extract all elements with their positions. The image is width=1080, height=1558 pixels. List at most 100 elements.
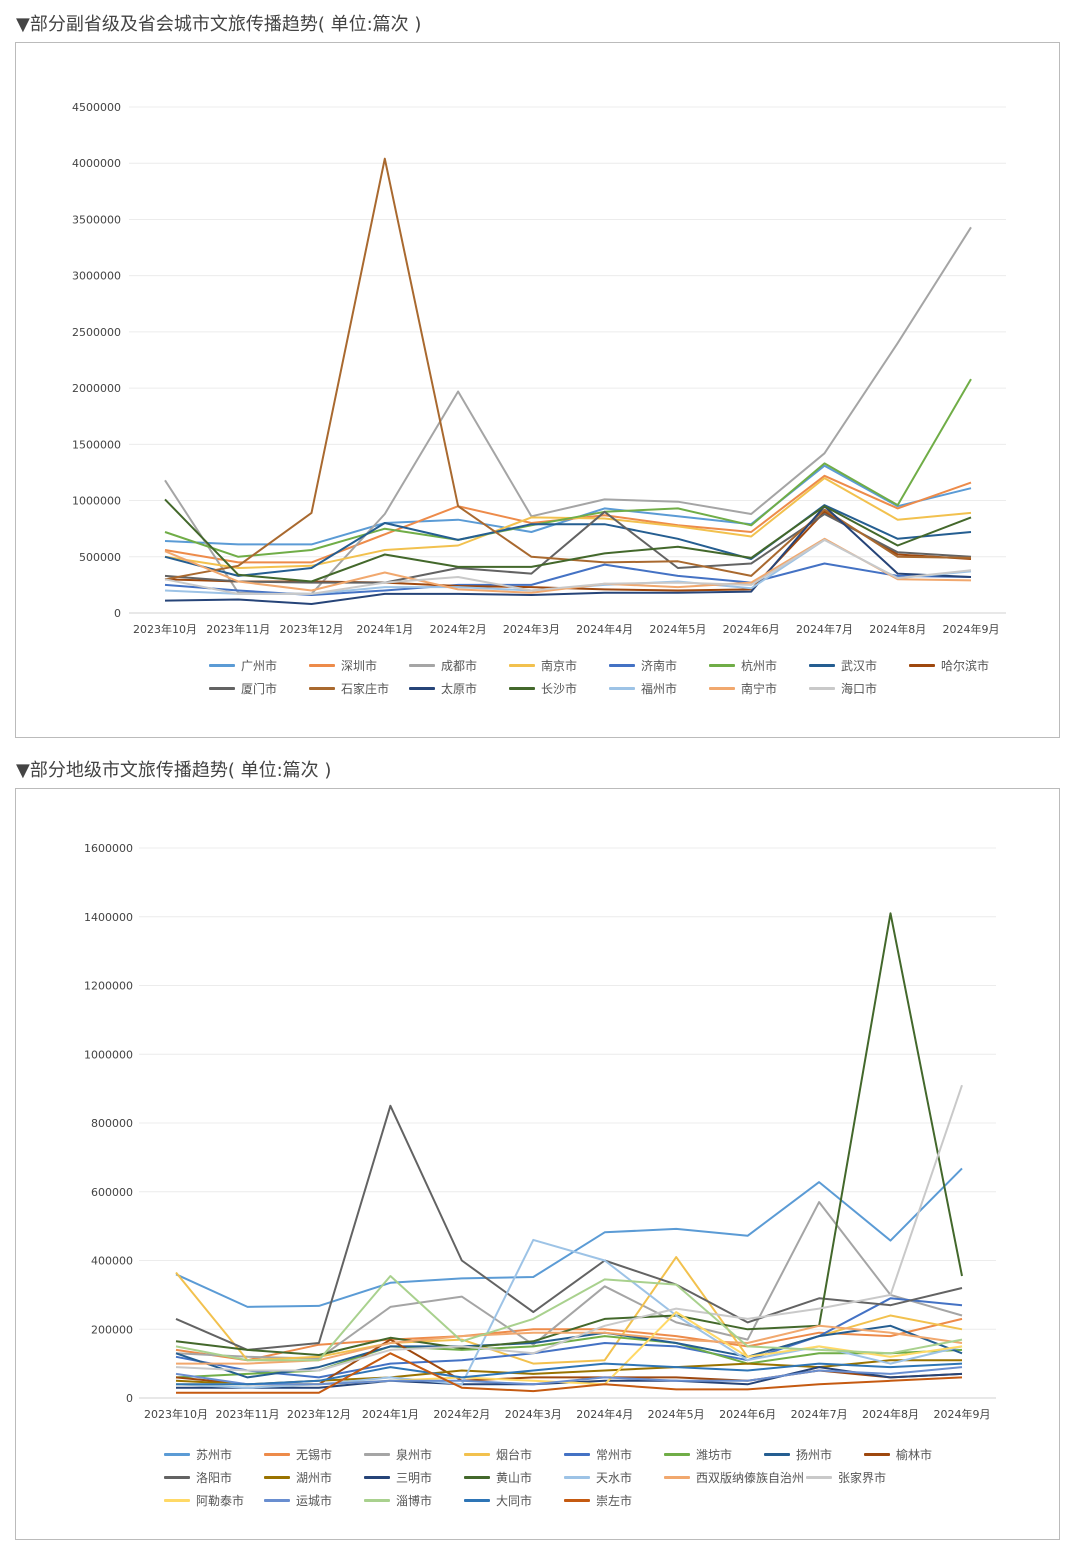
legend-swatch <box>164 1453 190 1456</box>
x-tick-label: 2024年3月 <box>503 622 560 636</box>
legend-label: 淄博市 <box>396 1494 433 1508</box>
legend-swatch <box>264 1499 290 1502</box>
legend-label: 洛阳市 <box>196 1471 233 1485</box>
legend-item: 湖州市 <box>264 1466 362 1489</box>
x-tick-label: 2024年9月 <box>943 622 1000 636</box>
chart-1-legend: 广州市 深圳市 成都市 南京市 济南市 杭州市 武汉市 哈尔滨市 厦门市 石家庄市 太原市 长沙市 福州… <box>209 654 1009 700</box>
x-tick-label: 2024年7月 <box>796 622 853 636</box>
y-tick-label: 4500000 <box>72 101 121 114</box>
legend-label: 成都市 <box>441 659 478 673</box>
y-tick-label: 1200000 <box>84 980 133 993</box>
y-tick-label: 3000000 <box>72 270 121 283</box>
chart-2-plot: 0 200000 400000 600000 800000 1000000 1200000 1… <box>84 842 996 1421</box>
legend-item: 潍坊市 <box>664 1443 762 1466</box>
legend-item: 洛阳市 <box>164 1466 262 1489</box>
legend-item: 济南市 <box>609 654 707 677</box>
legend-item: 张家界市 <box>806 1466 904 1489</box>
legend-swatch <box>309 687 335 690</box>
series-line-3 <box>164 477 972 569</box>
x-tick-label: 2024年4月 <box>576 1407 633 1421</box>
legend-item: 常州市 <box>564 1443 662 1466</box>
y-tick-label: 2000000 <box>72 382 121 395</box>
y-tick-label: 2500000 <box>72 326 121 339</box>
legend-item: 泉州市 <box>364 1443 462 1466</box>
series-line-2 <box>175 1201 963 1360</box>
x-tick-label: 2024年1月 <box>356 622 413 636</box>
x-tick-label: 2023年12月 <box>280 622 344 636</box>
x-tick-label: 2024年1月 <box>362 1407 419 1421</box>
legend-swatch <box>309 664 335 667</box>
legend-swatch <box>409 664 435 667</box>
legend-swatch <box>564 1476 590 1479</box>
series-line-14 <box>164 538 972 595</box>
series-line-11 <box>175 912 963 1356</box>
legend-item: 成都市 <box>409 654 507 677</box>
series-line-18 <box>176 1362 963 1386</box>
legend-swatch <box>806 1476 833 1479</box>
legend-swatch <box>764 1453 790 1456</box>
legend-item: 西双版纳傣族自治州 <box>664 1466 804 1489</box>
legend-item: 哈尔滨市 <box>909 654 1007 677</box>
series-line-10 <box>164 505 972 605</box>
x-tick-label: 2024年8月 <box>869 622 926 636</box>
legend-swatch <box>364 1499 390 1502</box>
series-line-6 <box>164 504 972 577</box>
series-line-2 <box>164 226 972 595</box>
series-line-11 <box>164 498 972 583</box>
legend-item: 运城市 <box>264 1489 362 1512</box>
y-tick-label: 1000000 <box>84 1048 133 1061</box>
legend-item: 淄博市 <box>364 1489 462 1512</box>
legend-swatch <box>209 687 235 690</box>
legend-label: 苏州市 <box>196 1448 233 1462</box>
legend-swatch <box>909 664 935 667</box>
x-tick-label: 2024年5月 <box>648 1407 705 1421</box>
chart-1-title: ▼部分副省级及省会城市文旅传播趋势( 单位:篇次 ) <box>16 14 422 35</box>
y-tick-label: 1600000 <box>84 842 133 855</box>
x-tick-label: 2023年11月 <box>215 1407 279 1421</box>
legend-label: 杭州市 <box>741 659 778 673</box>
legend-item: 长沙市 <box>509 677 607 700</box>
legend-swatch <box>164 1476 190 1479</box>
series-line-3 <box>175 1256 963 1365</box>
legend-item: 扬州市 <box>764 1443 862 1466</box>
x-tick-label: 2024年7月 <box>791 1407 848 1421</box>
chart-2-title: ▼部分地级市文旅传播趋势( 单位:篇次 ) <box>16 760 332 781</box>
legend-label: 三明市 <box>396 1471 433 1485</box>
y-tick-label: 4000000 <box>72 157 121 170</box>
x-tick-label: 2023年10月 <box>144 1407 208 1421</box>
chart-1-panel: 0 500000 1000000 1500000 2000000 2500000 30000… <box>15 42 1060 738</box>
legend-label: 太原市 <box>441 682 478 696</box>
legend-item: 黄山市 <box>464 1466 562 1489</box>
legend-label: 深圳市 <box>341 659 378 673</box>
legend-swatch <box>609 664 635 667</box>
x-tick-label: 2023年12月 <box>287 1407 351 1421</box>
legend-swatch <box>464 1453 490 1456</box>
legend-label: 海口市 <box>841 682 878 696</box>
legend-label: 西双版纳傣族自治州 <box>696 1471 805 1485</box>
legend-item: 石家庄市 <box>309 677 407 700</box>
y-tick-label: 1000000 <box>72 495 121 508</box>
legend-item: 三明市 <box>364 1466 462 1489</box>
legend-label: 广州市 <box>241 659 278 673</box>
legend-item: 南宁市 <box>709 677 807 700</box>
legend-swatch <box>809 664 835 667</box>
legend-swatch <box>509 687 535 690</box>
legend-label: 阿勒泰市 <box>196 1494 245 1508</box>
y-tick-label: 800000 <box>91 1117 133 1130</box>
legend-label: 南京市 <box>541 659 578 673</box>
legend-label: 榆林市 <box>896 1448 933 1462</box>
legend-swatch <box>364 1453 390 1456</box>
legend-label: 黄山市 <box>496 1471 533 1485</box>
legend-item: 杭州市 <box>709 654 807 677</box>
legend-swatch <box>864 1453 890 1456</box>
legend-item: 榆林市 <box>864 1443 962 1466</box>
legend-label: 长沙市 <box>541 682 578 696</box>
legend-label: 天水市 <box>596 1471 633 1485</box>
legend-label: 泉州市 <box>396 1448 433 1462</box>
legend-swatch <box>709 664 735 667</box>
legend-label: 湖州市 <box>296 1471 333 1485</box>
legend-item: 深圳市 <box>309 654 407 677</box>
legend-item: 烟台市 <box>464 1443 562 1466</box>
legend-swatch <box>664 1453 690 1456</box>
legend-label: 南宁市 <box>741 682 778 696</box>
